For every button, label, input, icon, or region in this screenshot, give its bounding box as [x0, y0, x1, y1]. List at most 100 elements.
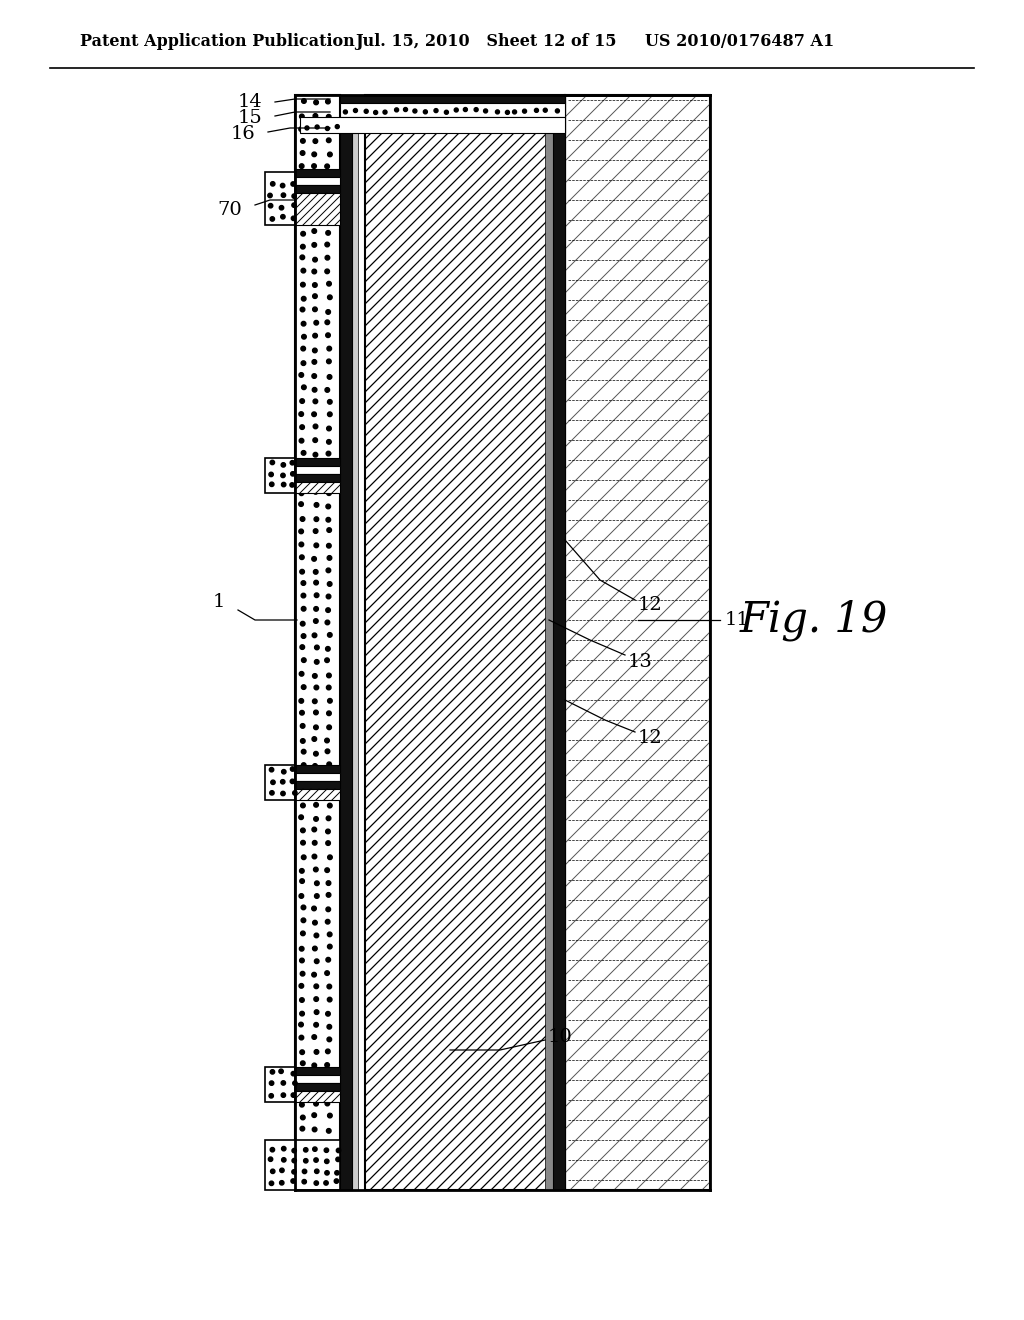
- Circle shape: [282, 193, 286, 198]
- Circle shape: [313, 139, 317, 144]
- Circle shape: [326, 177, 330, 182]
- Circle shape: [313, 114, 317, 119]
- Text: 14: 14: [238, 92, 262, 111]
- Circle shape: [301, 268, 306, 273]
- Circle shape: [314, 997, 318, 1002]
- Circle shape: [326, 99, 330, 104]
- Circle shape: [325, 319, 330, 325]
- Circle shape: [535, 108, 539, 112]
- Circle shape: [313, 424, 317, 429]
- Circle shape: [327, 139, 331, 143]
- Text: 1: 1: [213, 593, 225, 611]
- Circle shape: [270, 461, 274, 465]
- Circle shape: [313, 438, 317, 442]
- Bar: [295, 781, 340, 789]
- Circle shape: [314, 660, 319, 664]
- Bar: [295, 774, 340, 781]
- Circle shape: [314, 894, 319, 899]
- Bar: [295, 177, 340, 185]
- Bar: [265, 172, 295, 224]
- Circle shape: [312, 228, 316, 234]
- Circle shape: [312, 152, 316, 157]
- Circle shape: [291, 1093, 296, 1097]
- Circle shape: [299, 164, 304, 169]
- Circle shape: [328, 412, 332, 417]
- Circle shape: [374, 111, 378, 115]
- Bar: [295, 466, 340, 474]
- Circle shape: [302, 1180, 306, 1184]
- Circle shape: [335, 1171, 339, 1175]
- Circle shape: [444, 111, 449, 115]
- Circle shape: [301, 244, 305, 249]
- Circle shape: [312, 737, 316, 742]
- Circle shape: [314, 321, 318, 325]
- Circle shape: [312, 946, 317, 950]
- Text: 16: 16: [230, 125, 255, 143]
- Circle shape: [301, 593, 306, 598]
- Circle shape: [300, 1177, 304, 1183]
- Circle shape: [302, 385, 306, 389]
- Circle shape: [326, 920, 330, 924]
- Circle shape: [434, 108, 438, 112]
- Circle shape: [325, 466, 330, 470]
- Circle shape: [301, 297, 306, 301]
- Circle shape: [314, 543, 318, 548]
- Circle shape: [299, 672, 304, 676]
- Circle shape: [281, 780, 285, 784]
- Circle shape: [314, 1170, 319, 1173]
- Bar: [295, 1082, 340, 1092]
- Circle shape: [281, 473, 285, 478]
- Circle shape: [300, 791, 304, 795]
- Circle shape: [353, 108, 357, 112]
- Circle shape: [299, 127, 303, 132]
- Text: 11: 11: [725, 611, 750, 630]
- Bar: [265, 458, 295, 492]
- Circle shape: [513, 110, 516, 114]
- Circle shape: [336, 1148, 341, 1152]
- Circle shape: [325, 1159, 329, 1163]
- Circle shape: [301, 231, 305, 236]
- Circle shape: [313, 751, 318, 756]
- Circle shape: [302, 334, 306, 339]
- Circle shape: [292, 1148, 296, 1152]
- Circle shape: [326, 647, 330, 651]
- Circle shape: [299, 372, 303, 378]
- Circle shape: [269, 1081, 273, 1085]
- Circle shape: [290, 483, 294, 487]
- Circle shape: [312, 334, 317, 338]
- Circle shape: [328, 804, 332, 808]
- Circle shape: [300, 723, 305, 729]
- Circle shape: [279, 1069, 284, 1073]
- Circle shape: [301, 931, 305, 936]
- Circle shape: [483, 110, 487, 114]
- Circle shape: [313, 1142, 318, 1146]
- Circle shape: [291, 182, 295, 186]
- Circle shape: [301, 828, 305, 833]
- Circle shape: [299, 814, 303, 820]
- Circle shape: [327, 685, 331, 690]
- Circle shape: [301, 477, 306, 480]
- Circle shape: [301, 178, 305, 182]
- Circle shape: [313, 203, 317, 207]
- Circle shape: [293, 1081, 297, 1085]
- Circle shape: [328, 1113, 332, 1118]
- Circle shape: [300, 516, 305, 521]
- Bar: [295, 458, 340, 466]
- Circle shape: [314, 958, 319, 964]
- Circle shape: [300, 308, 305, 312]
- Circle shape: [394, 108, 398, 112]
- Bar: [295, 766, 340, 774]
- Circle shape: [313, 399, 317, 404]
- Circle shape: [299, 1022, 303, 1027]
- Circle shape: [300, 958, 304, 962]
- Circle shape: [326, 517, 331, 523]
- Circle shape: [302, 1170, 307, 1173]
- Circle shape: [314, 1179, 318, 1184]
- Circle shape: [311, 466, 316, 470]
- Circle shape: [328, 1074, 332, 1078]
- Circle shape: [312, 854, 316, 859]
- Circle shape: [311, 906, 316, 911]
- Circle shape: [327, 346, 332, 351]
- Circle shape: [270, 1147, 274, 1152]
- Circle shape: [299, 1086, 303, 1092]
